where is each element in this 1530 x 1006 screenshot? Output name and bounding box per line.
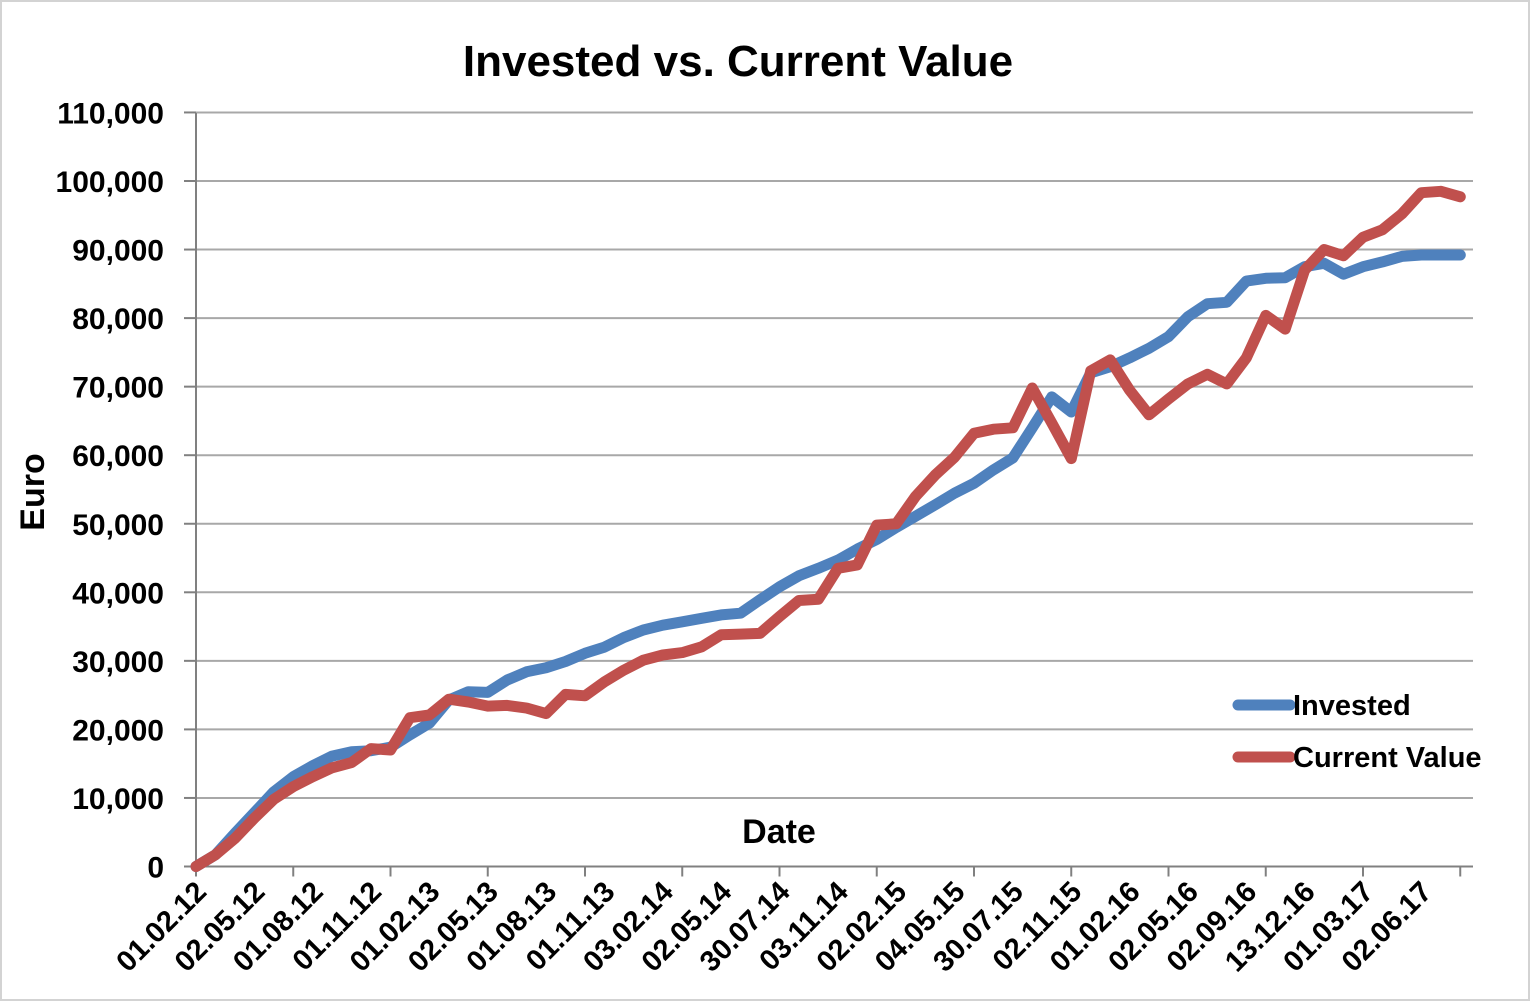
- x-axis-title: Date: [742, 813, 816, 851]
- y-axis-label: 100,000: [56, 166, 164, 199]
- y-axis-label: 0: [147, 852, 164, 885]
- chart-title: Invested vs. Current Value: [463, 37, 1013, 86]
- y-axis-label: 60,000: [72, 440, 164, 473]
- legend-item-current-value: Current Value: [1232, 742, 1482, 774]
- y-axis-label: 70,000: [72, 372, 164, 405]
- y-axis-label: 10,000: [72, 783, 164, 816]
- y-axis-label: 20,000: [72, 714, 164, 747]
- legend: Invested Current Value: [1232, 690, 1482, 774]
- legend-label-current-value: Current Value: [1293, 742, 1482, 774]
- y-axis-label: 80,000: [72, 303, 164, 336]
- legend-label-invested: Invested: [1293, 690, 1411, 722]
- y-axis-label: 110,000: [57, 97, 164, 130]
- series-line-invested: [190, 249, 1466, 872]
- legend-item-invested: Invested: [1232, 690, 1411, 722]
- axes: [184, 111, 1473, 877]
- y-axis-label: 50,000: [72, 509, 164, 542]
- y-axis-label: 90,000: [72, 235, 164, 268]
- series-lines: [190, 185, 1466, 872]
- y-axis-labels: 0 10,000 20,000 30,000 40,000 50,000 60,000 70,…: [56, 97, 164, 884]
- series-line-current-value: [190, 185, 1466, 872]
- y-axis-title: Euro: [14, 453, 52, 530]
- y-axis-label: 30,000: [72, 646, 164, 679]
- y-axis-label: 40,000: [72, 577, 164, 610]
